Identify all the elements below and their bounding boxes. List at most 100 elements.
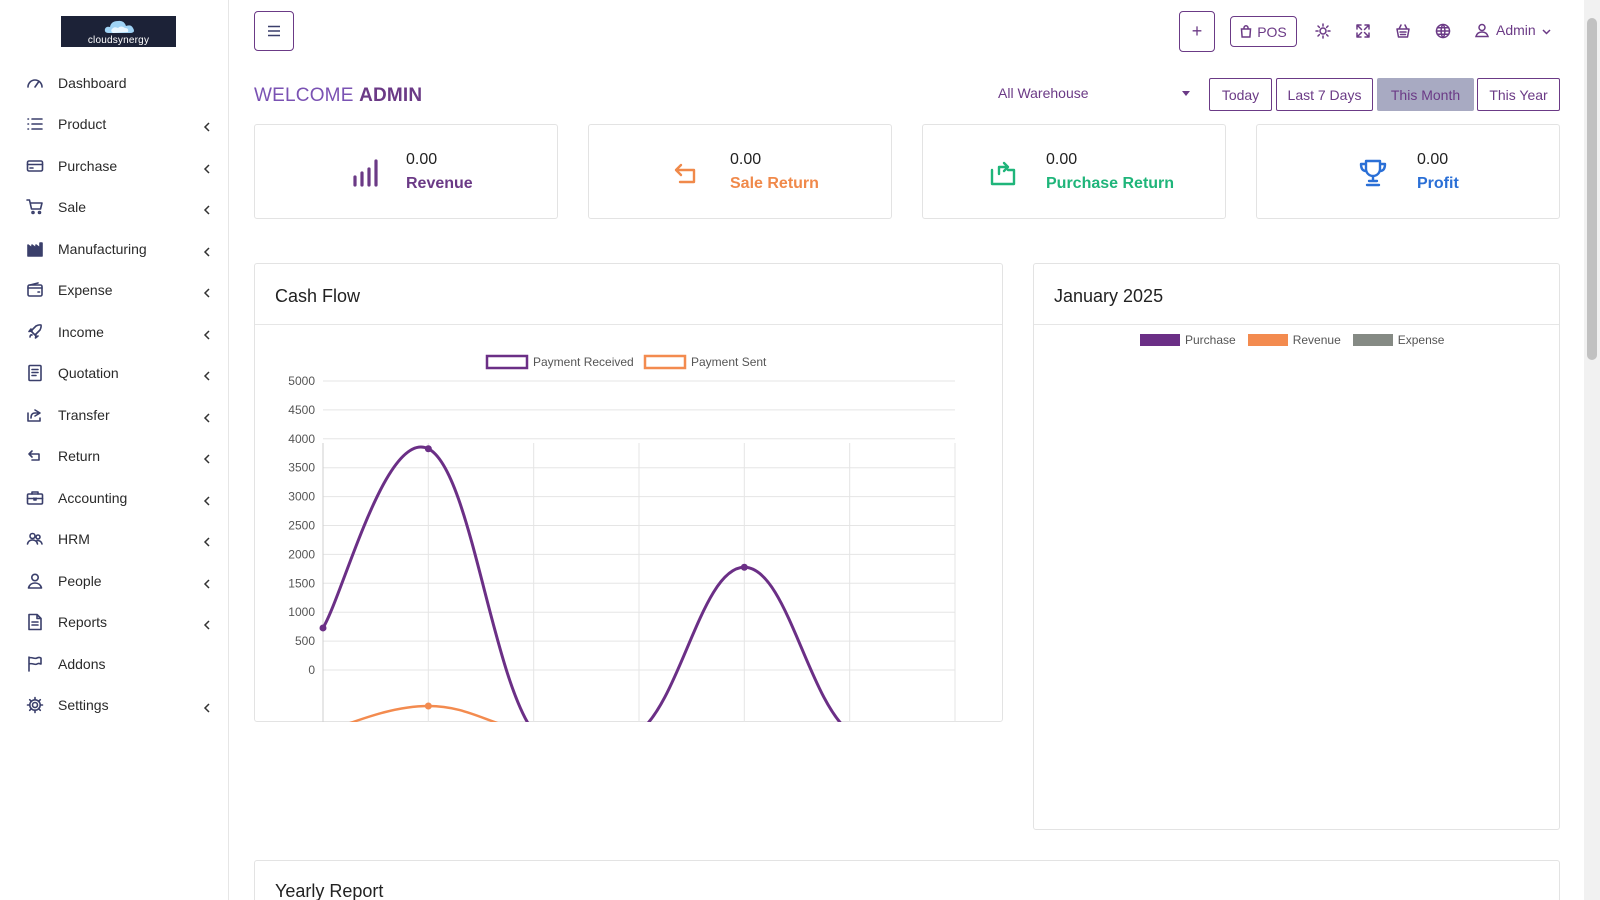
cart-icon xyxy=(26,198,44,216)
stat-value: 0.00 xyxy=(730,151,762,168)
trophy-icon xyxy=(1357,157,1389,189)
monthly-summary-panel: January 2025 Purchase Revenue Expense xyxy=(1033,263,1560,830)
sidebar-item-purchase[interactable]: Purchase xyxy=(0,145,229,187)
fullscreen-button[interactable] xyxy=(1355,23,1371,39)
sidebar-item-quotation[interactable]: Quotation xyxy=(0,353,229,395)
chevron-left-icon xyxy=(203,700,211,713)
language-button[interactable] xyxy=(1435,23,1451,39)
y-tick-label: 3000 xyxy=(288,490,315,504)
chevron-left-icon xyxy=(203,285,211,298)
user-icon xyxy=(26,572,44,590)
bag-icon xyxy=(1240,25,1252,38)
legend-swatch xyxy=(643,354,687,370)
chevron-down-icon xyxy=(1542,22,1551,38)
credit-card-icon xyxy=(26,157,44,175)
legend-label: Purchase xyxy=(1185,333,1236,347)
legend-item[interactable]: Revenue xyxy=(1247,333,1341,347)
sidebar-item-transfer[interactable]: Transfer xyxy=(0,394,229,436)
factory-icon xyxy=(26,240,44,258)
sidebar-item-label: Settings xyxy=(58,697,109,714)
sidebar-item-label: Return xyxy=(58,448,101,465)
sidebar-item-reports[interactable]: Reports xyxy=(0,602,229,644)
sidebar-item-manufacturing[interactable]: Manufacturing xyxy=(0,228,229,270)
sidebar-item-label: Purchase xyxy=(58,157,118,174)
menu-icon xyxy=(268,25,280,37)
stat-card-profit: 0.00 Profit xyxy=(1256,124,1560,219)
data-point xyxy=(740,563,748,571)
add-button[interactable]: + xyxy=(1179,11,1215,52)
legend-swatch xyxy=(485,354,529,370)
stat-label: Sale Return xyxy=(730,175,819,192)
cloud-icon xyxy=(104,20,134,33)
report-icon xyxy=(26,613,44,631)
divider xyxy=(255,324,1002,325)
basket-icon xyxy=(1396,24,1410,38)
theme-toggle-button[interactable] xyxy=(1315,23,1331,39)
bar-chart-icon xyxy=(348,157,380,189)
sidebar-item-settings[interactable]: Settings xyxy=(0,685,229,727)
sidebar-item-label: Sale xyxy=(58,199,87,216)
stat-value: 0.00 xyxy=(1417,151,1449,168)
sidebar: cloudsynergy Dashboard Product Purchase Sal… xyxy=(0,0,229,900)
sidebar-item-accounting[interactable]: Accounting xyxy=(0,477,229,519)
menu-toggle-button[interactable] xyxy=(254,11,294,51)
notifications-button[interactable] xyxy=(1395,23,1411,39)
y-tick-label: 4500 xyxy=(288,403,315,417)
rocket-icon xyxy=(26,323,44,341)
sidebar-item-label: Transfer xyxy=(58,406,110,423)
chevron-left-icon xyxy=(203,368,211,381)
legend-label: Payment Sent xyxy=(691,355,767,369)
legend-swatch xyxy=(1352,334,1393,346)
scrollbar-thumb[interactable] xyxy=(1587,18,1597,360)
sidebar-item-label: Reports xyxy=(58,614,108,631)
plus-icon: + xyxy=(1191,21,1203,41)
sidebar-item-people[interactable]: People xyxy=(0,560,229,602)
sidebar-item-product[interactable]: Product xyxy=(0,104,229,146)
sidebar-item-label: Product xyxy=(58,116,107,133)
sidebar-item-label: Dashboard xyxy=(58,74,127,91)
globe-icon xyxy=(1435,23,1451,39)
panel-title: January 2025 xyxy=(1054,286,1164,306)
chevron-left-icon xyxy=(203,534,211,547)
stat-value: 0.00 xyxy=(406,151,438,168)
period-today-button[interactable]: Today xyxy=(1209,78,1272,111)
chevron-left-icon xyxy=(203,327,211,340)
stat-label: Revenue xyxy=(406,175,473,192)
sidebar-item-addons[interactable]: Addons xyxy=(0,643,229,685)
sidebar-item-dashboard[interactable]: Dashboard xyxy=(0,62,229,104)
sidebar-item-income[interactable]: Income xyxy=(0,311,229,353)
warehouse-value: All Warehouse xyxy=(998,85,1089,101)
sidebar-item-label: Manufacturing xyxy=(58,240,147,257)
legend-item[interactable]: Expense xyxy=(1352,333,1444,347)
y-tick-label: 2500 xyxy=(288,519,315,533)
sidebar-item-expense[interactable]: Expense xyxy=(0,270,229,312)
warehouse-select[interactable]: All Warehouse xyxy=(998,85,1196,101)
welcome-heading: WELCOME ADMIN xyxy=(254,85,422,107)
legend-item[interactable]: Purchase xyxy=(1140,333,1236,347)
sidebar-item-return[interactable]: Return xyxy=(0,436,229,478)
sidebar-item-hrm[interactable]: HRM xyxy=(0,519,229,561)
document-icon xyxy=(26,364,44,382)
sidebar-item-label: HRM xyxy=(58,531,90,548)
user-menu[interactable]: Admin xyxy=(1474,22,1551,38)
sidebar-item-label: Quotation xyxy=(58,365,119,382)
list-icon xyxy=(26,115,44,133)
sun-icon xyxy=(1315,23,1331,39)
period-last-7-days-button[interactable]: Last 7 Days xyxy=(1276,78,1373,111)
y-tick-label: 3500 xyxy=(288,461,315,475)
period-this-year-button[interactable]: This Year xyxy=(1477,78,1560,111)
sidebar-item-sale[interactable]: Sale xyxy=(0,187,229,229)
stat-card-purchase-return: 0.00 Purchase Return xyxy=(922,124,1226,219)
chevron-left-icon xyxy=(203,202,211,215)
page-scrollbar[interactable] xyxy=(1584,0,1600,900)
period-label: This Month xyxy=(1390,86,1461,103)
cash-flow-panel: Cash Flow 0 500 1000 1500 2000 2500 3000 3500 40… xyxy=(254,263,1003,722)
return-icon xyxy=(26,447,44,465)
pos-button[interactable]: POS xyxy=(1230,16,1297,47)
period-this-month-button[interactable]: This Month xyxy=(1377,78,1474,111)
user-icon xyxy=(1475,23,1489,38)
y-tick-label: 2000 xyxy=(288,547,315,561)
period-label: Last 7 Days xyxy=(1287,86,1362,103)
wallet-icon xyxy=(26,281,44,299)
brand-logo[interactable]: cloudsynergy xyxy=(61,16,176,47)
